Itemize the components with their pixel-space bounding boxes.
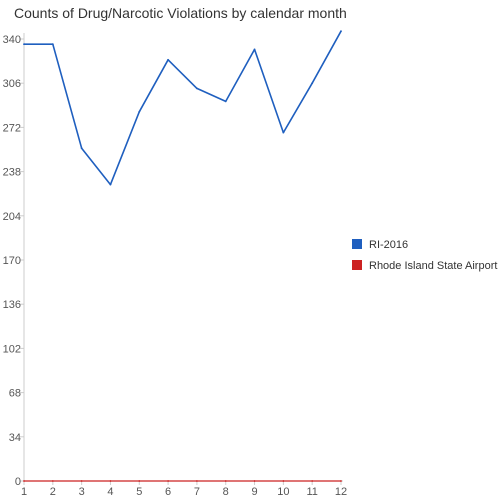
series-0-point <box>196 87 198 90</box>
y-tick-label: 0 <box>15 476 21 488</box>
x-tick-label: 9 <box>251 486 257 498</box>
series-0-point <box>138 110 141 113</box>
series-1-point <box>138 480 141 482</box>
series-1-point <box>196 480 198 482</box>
x-tick-label: 7 <box>194 486 200 498</box>
series-lines <box>23 30 342 482</box>
x-axis: 1 2 3 4 5 6 7 8 9 10 11 12 <box>21 481 347 498</box>
x-tick-label: 12 <box>335 486 347 498</box>
series-1-point <box>167 480 169 482</box>
series-0-point <box>167 58 169 61</box>
series-0-point <box>23 43 25 46</box>
legend-label: RI-2016 <box>369 239 408 251</box>
series-1-point <box>80 480 83 482</box>
series-1-point <box>253 480 256 482</box>
y-tick-label: 34 <box>9 432 21 444</box>
series-0-point <box>80 147 83 150</box>
series-1-point <box>340 480 342 482</box>
series-0-point <box>282 131 285 134</box>
x-tick-label: 1 <box>21 486 27 498</box>
x-tick-label: 3 <box>79 486 85 498</box>
x-tick-label: 10 <box>277 486 289 498</box>
legend-label: Rhode Island State Airport <box>369 260 497 272</box>
series-0-point <box>340 30 342 33</box>
series-0-point <box>311 82 314 85</box>
series-1-point <box>282 480 285 482</box>
legend-swatch <box>352 260 362 270</box>
y-tick-label: 306 <box>3 78 21 90</box>
series-1-point <box>109 480 112 482</box>
chart-title: Counts of Drug/Narcotic Violations by ca… <box>14 5 347 21</box>
series-0-point <box>51 43 54 46</box>
y-tick-label: 340 <box>3 34 21 46</box>
series-1-point <box>51 480 54 482</box>
legend: RI-2016 Rhode Island State Airport <box>352 239 497 272</box>
y-tick-label: 238 <box>3 167 21 179</box>
x-tick-label: 11 <box>306 486 317 498</box>
y-tick-label: 170 <box>3 255 21 267</box>
y-tick-label: 102 <box>3 343 21 355</box>
y-tick-label: 272 <box>3 122 21 134</box>
series-0-point <box>253 48 256 51</box>
x-tick-label: 5 <box>136 486 142 498</box>
x-tick-label: 4 <box>107 486 113 498</box>
y-tick-label: 136 <box>3 299 21 311</box>
legend-swatch <box>352 239 362 249</box>
y-tick-label: 204 <box>3 211 21 223</box>
y-axis: 0 34 68 102 136 170 204 238 272 306 340 <box>3 34 24 488</box>
series-1-point <box>311 480 314 482</box>
x-tick-label: 6 <box>165 486 171 498</box>
y-tick-label: 68 <box>9 388 21 400</box>
x-tick-label: 8 <box>223 486 229 498</box>
series-0-point <box>224 100 227 103</box>
series-1-point <box>23 480 25 482</box>
series-0-point <box>109 183 112 186</box>
series-line-0 <box>24 30 342 186</box>
series-1-point <box>224 480 227 482</box>
x-tick-label: 2 <box>50 486 56 498</box>
